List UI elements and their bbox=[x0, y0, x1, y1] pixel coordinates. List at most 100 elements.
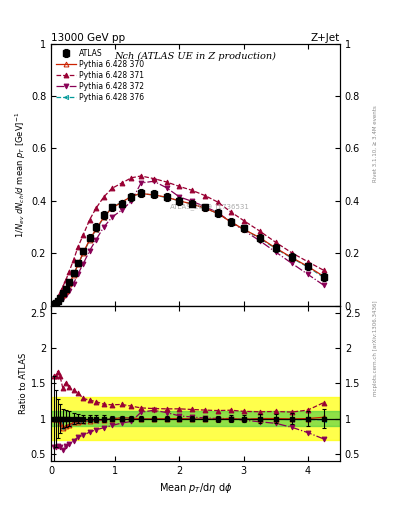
Pythia 6.428 372 bbox=[94, 237, 98, 243]
Pythia 6.428 370 bbox=[241, 226, 246, 232]
Pythia 6.428 372 bbox=[55, 300, 60, 306]
Pythia 6.428 372 bbox=[81, 261, 86, 267]
Pythia 6.428 371 bbox=[257, 228, 262, 234]
Pythia 6.428 376 bbox=[55, 298, 60, 304]
Pythia 6.428 372 bbox=[305, 271, 310, 278]
Text: mcplots.cern.ch [arXiv:1306.3436]: mcplots.cern.ch [arXiv:1306.3436] bbox=[373, 301, 378, 396]
Pythia 6.428 372 bbox=[151, 178, 156, 184]
Line: Pythia 6.428 370: Pythia 6.428 370 bbox=[51, 191, 326, 307]
Pythia 6.428 376 bbox=[119, 199, 124, 205]
Pythia 6.428 372 bbox=[58, 298, 62, 304]
Pythia 6.428 376 bbox=[289, 255, 294, 261]
Pythia 6.428 370 bbox=[101, 214, 106, 220]
Pythia 6.428 376 bbox=[71, 272, 76, 278]
Pythia 6.428 376 bbox=[60, 291, 65, 297]
Pythia 6.428 371 bbox=[101, 194, 106, 200]
Pythia 6.428 376 bbox=[190, 201, 195, 207]
Pythia 6.428 372 bbox=[274, 249, 278, 255]
Pythia 6.428 370 bbox=[94, 226, 98, 232]
Pythia 6.428 376 bbox=[257, 235, 262, 241]
Bar bbox=[51, 397, 340, 440]
Pythia 6.428 372 bbox=[139, 180, 143, 186]
Pythia 6.428 370 bbox=[119, 199, 124, 205]
Line: Pythia 6.428 372: Pythia 6.428 372 bbox=[51, 179, 326, 307]
Pythia 6.428 370 bbox=[228, 219, 233, 225]
Pythia 6.428 371 bbox=[58, 290, 62, 296]
Pythia 6.428 371 bbox=[321, 267, 326, 273]
Pythia 6.428 376 bbox=[76, 261, 81, 267]
Pythia 6.428 370 bbox=[257, 234, 262, 241]
Pythia 6.428 376 bbox=[151, 192, 156, 198]
Pythia 6.428 371 bbox=[274, 239, 278, 245]
Pythia 6.428 372 bbox=[119, 207, 124, 213]
Pythia 6.428 371 bbox=[203, 193, 208, 199]
Legend: ATLAS, Pythia 6.428 370, Pythia 6.428 371, Pythia 6.428 372, Pythia 6.428 376: ATLAS, Pythia 6.428 370, Pythia 6.428 37… bbox=[53, 46, 147, 104]
Pythia 6.428 372 bbox=[203, 204, 208, 210]
Pythia 6.428 372 bbox=[228, 219, 233, 225]
Pythia 6.428 371 bbox=[289, 250, 294, 256]
Pythia 6.428 372 bbox=[241, 227, 246, 233]
Pythia 6.428 370 bbox=[81, 250, 86, 256]
Pythia 6.428 370 bbox=[76, 261, 81, 267]
Pythia 6.428 371 bbox=[94, 205, 98, 211]
Y-axis label: $1/N_{ev}$ $dN_{ch}/d$ mean $p_T$ [GeV]$^{-1}$: $1/N_{ev}$ $dN_{ch}/d$ mean $p_T$ [GeV]$… bbox=[14, 112, 28, 238]
Pythia 6.428 370 bbox=[110, 205, 114, 211]
Pythia 6.428 370 bbox=[87, 237, 92, 243]
Pythia 6.428 372 bbox=[87, 248, 92, 254]
Pythia 6.428 376 bbox=[81, 250, 86, 257]
Pythia 6.428 376 bbox=[216, 210, 220, 217]
Pythia 6.428 376 bbox=[58, 295, 62, 302]
Pythia 6.428 370 bbox=[321, 273, 326, 280]
Bar bbox=[51, 412, 340, 425]
Pythia 6.428 372 bbox=[76, 271, 81, 277]
Text: 13000 GeV pp: 13000 GeV pp bbox=[51, 33, 125, 42]
Pythia 6.428 376 bbox=[228, 219, 233, 225]
Pythia 6.428 376 bbox=[53, 300, 58, 306]
Pythia 6.428 370 bbox=[60, 291, 65, 297]
Pythia 6.428 370 bbox=[164, 194, 169, 200]
Pythia 6.428 371 bbox=[60, 284, 65, 290]
Pythia 6.428 370 bbox=[190, 201, 195, 207]
Text: Z+Jet: Z+Jet bbox=[311, 33, 340, 42]
Pythia 6.428 372 bbox=[60, 295, 65, 302]
Pythia 6.428 371 bbox=[139, 173, 143, 179]
X-axis label: Mean $p_T$/d$\eta$ d$\phi$: Mean $p_T$/d$\eta$ d$\phi$ bbox=[159, 481, 232, 495]
Pythia 6.428 372 bbox=[164, 185, 169, 191]
Pythia 6.428 372 bbox=[190, 198, 195, 204]
Pythia 6.428 372 bbox=[101, 224, 106, 230]
Pythia 6.428 371 bbox=[177, 183, 182, 189]
Pythia 6.428 376 bbox=[203, 205, 208, 211]
Pythia 6.428 376 bbox=[110, 204, 114, 210]
Pythia 6.428 376 bbox=[129, 193, 134, 199]
Pythia 6.428 372 bbox=[53, 301, 58, 307]
Pythia 6.428 371 bbox=[164, 179, 169, 185]
Line: Pythia 6.428 371: Pythia 6.428 371 bbox=[51, 174, 326, 306]
Text: Nch (ATLAS UE in Z production): Nch (ATLAS UE in Z production) bbox=[115, 51, 276, 60]
Pythia 6.428 372 bbox=[110, 214, 114, 220]
Line: Pythia 6.428 376: Pythia 6.428 376 bbox=[51, 191, 326, 307]
Pythia 6.428 370 bbox=[289, 254, 294, 261]
Pythia 6.428 372 bbox=[216, 209, 220, 216]
Pythia 6.428 372 bbox=[321, 282, 326, 288]
Pythia 6.428 370 bbox=[67, 281, 72, 287]
Pythia 6.428 376 bbox=[101, 215, 106, 221]
Pythia 6.428 372 bbox=[177, 194, 182, 200]
Pythia 6.428 376 bbox=[51, 302, 56, 308]
Pythia 6.428 372 bbox=[71, 281, 76, 287]
Pythia 6.428 371 bbox=[305, 259, 310, 265]
Pythia 6.428 371 bbox=[241, 218, 246, 224]
Pythia 6.428 371 bbox=[81, 232, 86, 238]
Pythia 6.428 370 bbox=[305, 263, 310, 269]
Pythia 6.428 370 bbox=[203, 205, 208, 211]
Pythia 6.428 376 bbox=[64, 288, 68, 294]
Pythia 6.428 370 bbox=[151, 192, 156, 198]
Pythia 6.428 376 bbox=[177, 198, 182, 204]
Pythia 6.428 370 bbox=[55, 298, 60, 304]
Pythia 6.428 376 bbox=[274, 246, 278, 252]
Pythia 6.428 370 bbox=[51, 302, 56, 308]
Pythia 6.428 370 bbox=[71, 272, 76, 278]
Pythia 6.428 370 bbox=[216, 210, 220, 217]
Pythia 6.428 371 bbox=[110, 185, 114, 191]
Pythia 6.428 370 bbox=[53, 300, 58, 306]
Pythia 6.428 370 bbox=[139, 190, 143, 197]
